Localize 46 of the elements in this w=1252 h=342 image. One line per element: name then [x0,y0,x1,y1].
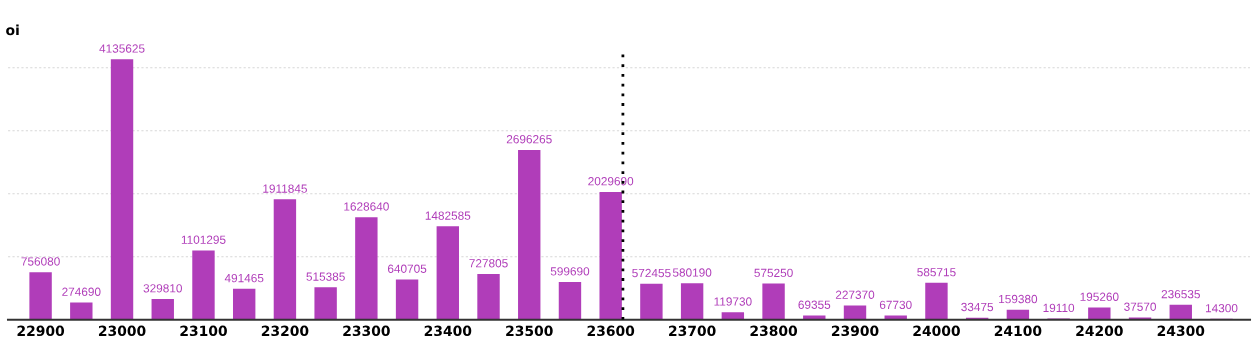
data-label: 67730 [879,300,912,309]
x-tick-label: 23000 [98,325,146,337]
data-label: 491465 [224,273,264,283]
x-tick-label: 23200 [261,325,309,337]
x-tick-label: 23100 [180,325,227,337]
data-label: 580190 [672,268,712,277]
data-label: 236535 [1161,290,1200,299]
data-label: 1482585 [425,211,471,220]
x-tick-label: 23500 [506,325,553,337]
x-tick-label: 24300 [1157,325,1205,337]
data-label: 1628640 [344,202,389,211]
data-label: 69355 [798,300,831,309]
data-label: 575250 [754,268,793,278]
x-tick-label: 22900 [17,325,65,337]
data-label: 274690 [62,287,101,296]
data-label: 2696265 [506,135,552,144]
data-label: 572455 [632,268,671,278]
x-tick-label: 24200 [1076,325,1123,337]
data-label: 195260 [1080,292,1119,301]
data-label: 37570 [1124,302,1156,311]
data-label: 14300 [1205,304,1238,313]
data-label: 1101295 [181,235,226,244]
data-label: 159380 [999,294,1038,304]
x-tick-label: 23300 [343,325,390,337]
data-label: 329810 [143,284,182,293]
data-label: 585715 [917,268,956,277]
data-label: 515385 [306,272,345,281]
x-tick-label: 23900 [831,325,879,337]
y-axis-title: oi [6,24,19,36]
data-label: 599690 [550,267,590,276]
data-label: 727805 [469,259,508,268]
data-label: 4135625 [99,44,145,53]
data-label: 119730 [714,297,752,306]
data-label: 33475 [961,302,994,312]
x-tick-label: 24000 [913,325,960,337]
data-label: 756080 [21,257,60,266]
data-label: 640705 [387,264,427,273]
data-label: 19110 [1043,303,1075,313]
x-tick-label: 23600 [587,325,635,337]
data-label: 1911845 [263,184,307,193]
x-tick-label: 23800 [750,325,798,337]
x-tick-label: 23700 [669,325,716,337]
data-label: 2029690 [588,177,634,186]
x-tick-label: 23400 [424,325,472,337]
x-tick-label: 24100 [994,325,1042,337]
data-label: 227370 [835,290,875,299]
